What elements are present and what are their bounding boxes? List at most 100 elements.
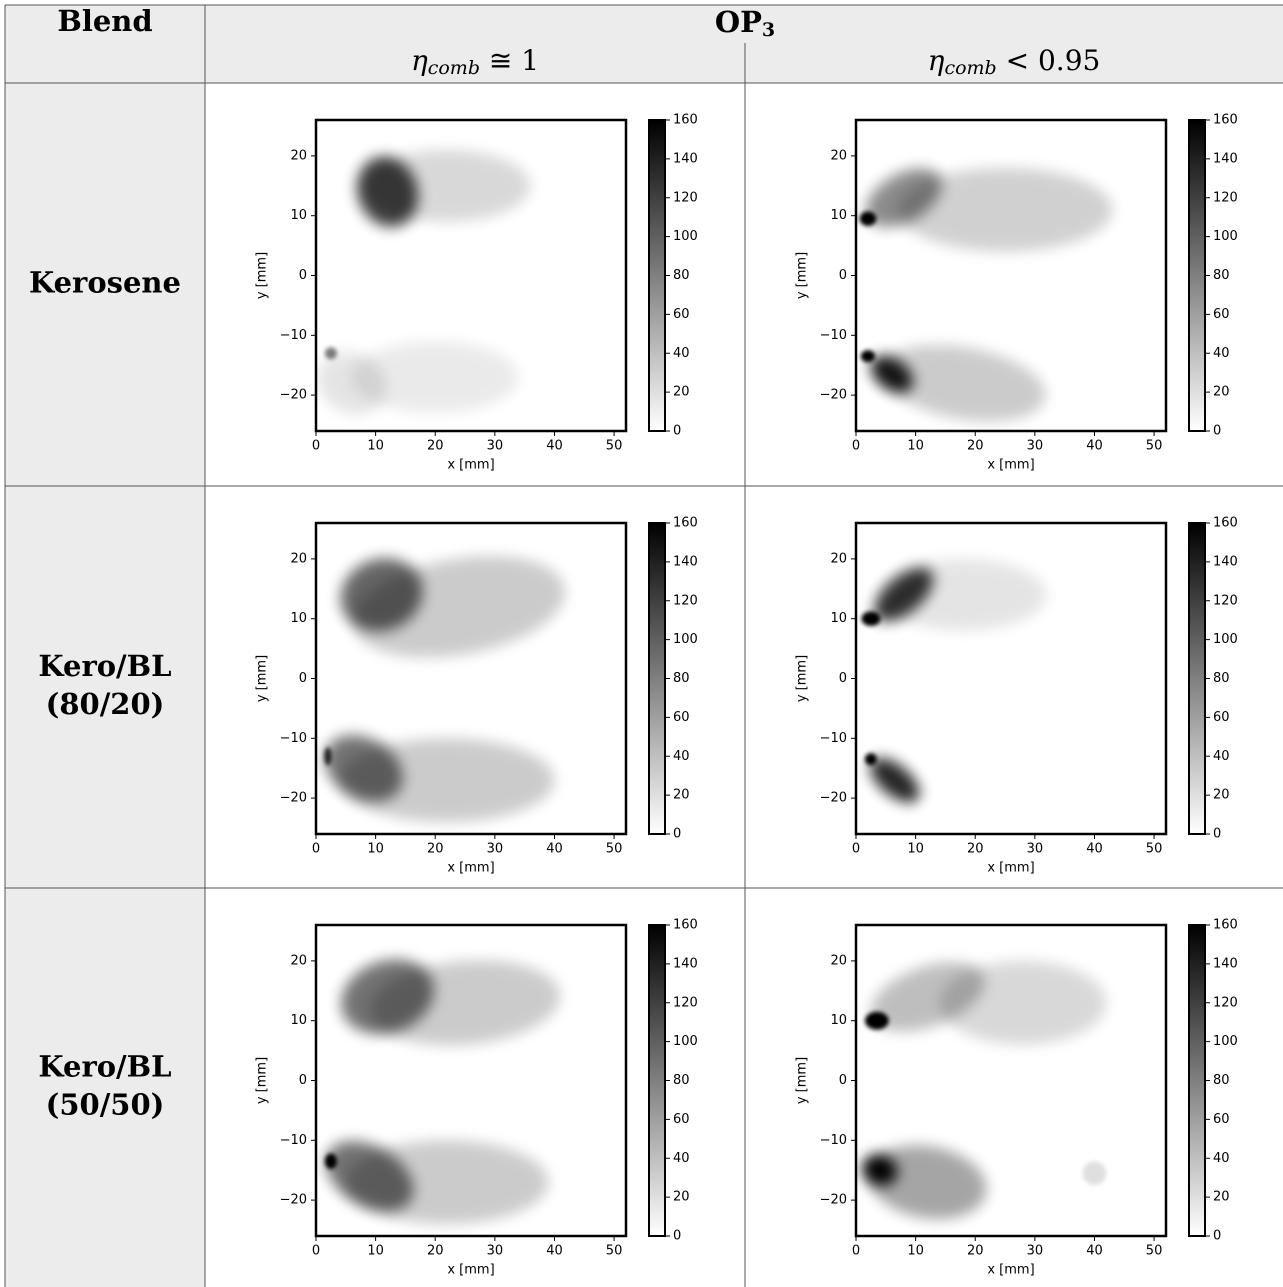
row-label: Kero/BL xyxy=(38,1050,171,1084)
colorbar xyxy=(1188,119,1206,432)
x-axis-label: x [mm] xyxy=(447,458,494,473)
x-tick-label: 40 xyxy=(1086,1244,1103,1259)
intensity-blob xyxy=(879,558,1047,631)
y-tick-label: 0 xyxy=(839,268,847,283)
y-tick-label: 20 xyxy=(830,148,847,163)
colorbar-tick-label: 80 xyxy=(673,671,690,686)
heatmap-image xyxy=(317,149,531,415)
header-bg xyxy=(5,5,1283,83)
x-tick-label: 10 xyxy=(907,1244,924,1259)
heatmap-image xyxy=(324,556,566,823)
colorbar-tick-label: 60 xyxy=(1213,710,1230,725)
first-col-bg xyxy=(5,83,205,1287)
colorbar-tick-label: 40 xyxy=(673,1151,690,1166)
x-tick-label: 0 xyxy=(312,439,320,454)
colorbar-tick-label: 40 xyxy=(673,749,690,764)
intensity-blob xyxy=(345,1140,549,1225)
colorbar-tick-label: 140 xyxy=(673,554,698,569)
subscript: comb xyxy=(944,57,996,79)
column-header: ηcomb < 0.95 xyxy=(928,44,1101,80)
x-tick-label: 20 xyxy=(967,439,984,454)
x-tick-label: 30 xyxy=(487,842,504,857)
relation: < 0.95 xyxy=(997,44,1101,77)
y-tick-label: 10 xyxy=(830,1013,847,1028)
relation: ≅ 1 xyxy=(480,44,539,77)
y-tick-label: −20 xyxy=(820,791,847,806)
x-axis-label: x [mm] xyxy=(987,861,1034,876)
y-tick-label: −20 xyxy=(280,791,307,806)
colorbar-tick-label: 0 xyxy=(1213,827,1221,842)
y-tick-label: −20 xyxy=(820,1193,847,1208)
x-tick-label: 10 xyxy=(367,439,384,454)
x-axis-label: x [mm] xyxy=(447,1263,494,1278)
colorbar-tick-label: 20 xyxy=(673,1190,690,1205)
x-tick-label: 50 xyxy=(1146,439,1163,454)
y-tick-label: 20 xyxy=(290,551,307,566)
y-tick-label: 10 xyxy=(830,208,847,223)
intensity-blob xyxy=(363,149,531,222)
y-tick-label: −10 xyxy=(820,1133,847,1148)
colorbar-tick-label: 120 xyxy=(673,593,698,608)
x-tick-label: 50 xyxy=(606,439,623,454)
colorbar-tick-label: 120 xyxy=(1213,190,1238,205)
intensity-blob xyxy=(1082,1161,1107,1186)
y-axis-label: y [mm] xyxy=(795,655,810,702)
colorbar-tick-label: 0 xyxy=(673,827,681,842)
colorbar-tick-label: 140 xyxy=(1213,554,1238,569)
colorbar-tick-label: 160 xyxy=(1213,516,1238,531)
y-tick-label: 20 xyxy=(830,953,847,968)
y-tick-label: 0 xyxy=(299,1073,307,1088)
colorbar-tick-label: 60 xyxy=(1213,1112,1230,1127)
x-tick-label: 40 xyxy=(546,842,563,857)
colorbar-tick-label: 40 xyxy=(1213,346,1230,361)
y-tick-label: 10 xyxy=(290,611,307,626)
x-tick-label: 0 xyxy=(852,439,860,454)
x-tick-label: 10 xyxy=(907,439,924,454)
colorbar-tick-label: 80 xyxy=(1213,671,1230,686)
y-axis-label: y [mm] xyxy=(255,252,270,299)
y-tick-label: 10 xyxy=(290,208,307,223)
x-tick-label: 30 xyxy=(1027,842,1044,857)
colorbar xyxy=(1188,924,1206,1237)
y-tick-label: 20 xyxy=(290,953,307,968)
colorbar-tick-label: 140 xyxy=(673,151,698,166)
y-tick-label: 0 xyxy=(839,671,847,686)
colorbar-tick-label: 160 xyxy=(1213,918,1238,933)
colorbar-tick-label: 120 xyxy=(1213,995,1238,1010)
x-tick-label: 20 xyxy=(427,1244,444,1259)
y-tick-label: −10 xyxy=(820,328,847,343)
x-tick-label: 0 xyxy=(312,1244,320,1259)
colorbar-tick-label: 100 xyxy=(673,229,698,244)
x-tick-label: 20 xyxy=(967,1244,984,1259)
x-tick-label: 0 xyxy=(312,842,320,857)
colorbar-tick-label: 160 xyxy=(673,113,698,128)
y-tick-label: 10 xyxy=(830,611,847,626)
colorbar-tick-label: 0 xyxy=(673,424,681,439)
colorbar-tick-label: 60 xyxy=(1213,307,1230,322)
colorbar-tick-label: 100 xyxy=(673,1034,698,1049)
y-axis-label: y [mm] xyxy=(795,1057,810,1104)
intensity-blob xyxy=(869,757,920,803)
x-tick-label: 40 xyxy=(546,1244,563,1259)
y-tick-label: −10 xyxy=(820,731,847,746)
x-tick-label: 10 xyxy=(907,842,924,857)
x-tick-label: 20 xyxy=(427,842,444,857)
colorbar-tick-label: 160 xyxy=(673,918,698,933)
y-axis-label: y [mm] xyxy=(255,655,270,702)
colorbar-tick-label: 60 xyxy=(673,710,690,725)
x-tick-label: 30 xyxy=(1027,439,1044,454)
intensity-blob xyxy=(868,1145,987,1219)
intensity-blob xyxy=(369,960,561,1046)
y-axis-label: y [mm] xyxy=(795,252,810,299)
colorbar-tick-label: 0 xyxy=(1213,424,1221,439)
colorbar xyxy=(1188,522,1206,835)
x-tick-label: 0 xyxy=(852,842,860,857)
colorbar-tick-label: 0 xyxy=(673,1229,681,1244)
colorbar-tick-label: 80 xyxy=(673,268,690,283)
x-tick-label: 40 xyxy=(1086,439,1103,454)
intensity-blob xyxy=(897,167,1113,252)
colorbar-tick-label: 0 xyxy=(1213,1229,1221,1244)
x-tick-label: 50 xyxy=(606,1244,623,1259)
